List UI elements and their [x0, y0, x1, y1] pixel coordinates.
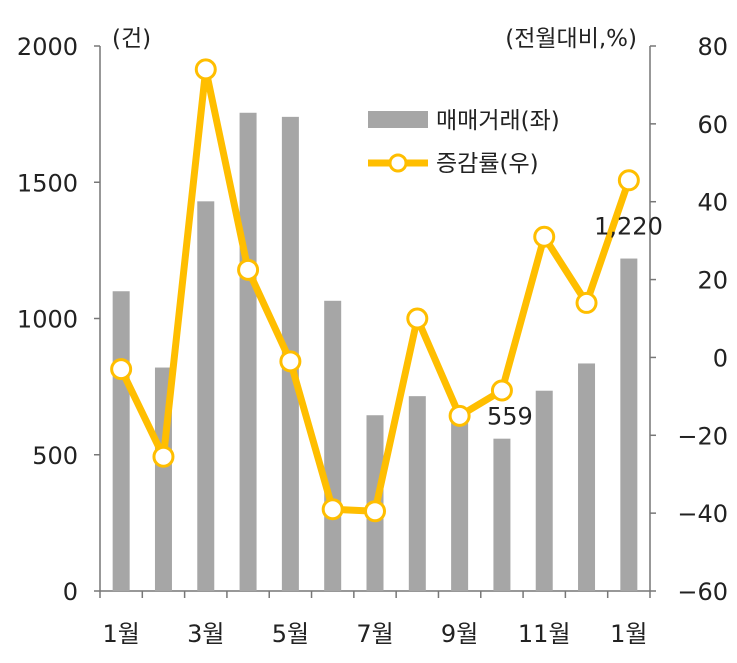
line-point [533, 225, 556, 248]
axes: 0 500 1000 1500 2000 −60 −40 −20 0 20 40 60 80 1월 3월 5월… [17, 26, 728, 648]
x-tick-label: 1월 [610, 620, 647, 648]
x-tick-label: 11월 [518, 620, 571, 648]
left-tick-label: 0 [63, 578, 78, 606]
bar [408, 396, 426, 591]
line-point [194, 58, 217, 81]
right-tick-label: 0 [713, 344, 728, 372]
x-tick-label: 7월 [356, 620, 393, 648]
bar-data-label: 1,220 [594, 213, 663, 241]
bar [324, 300, 342, 591]
legend-swatch-bar [368, 111, 428, 128]
left-tick-label: 2000 [17, 33, 78, 61]
right-axis-unit: (전월대비,%) [505, 26, 637, 52]
bar [451, 415, 469, 591]
line-point [152, 445, 175, 468]
bar [620, 258, 638, 591]
line-point [110, 358, 133, 381]
x-tick-label: 9월 [441, 620, 478, 648]
legend-label-bar: 매매거래(좌) [436, 108, 560, 134]
right-tick-label: −40 [677, 500, 728, 528]
bar [239, 112, 257, 591]
bar [112, 291, 130, 591]
right-tick-label: 60 [697, 111, 728, 139]
line-point [364, 500, 386, 523]
bar [197, 201, 215, 591]
right-tick-label: 80 [697, 33, 728, 61]
left-tick-label: 1500 [17, 169, 78, 197]
line-point [237, 258, 260, 281]
right-tick-label: 20 [697, 267, 728, 295]
line-point [279, 350, 302, 373]
line-point [406, 307, 429, 330]
line-point [321, 498, 344, 521]
bar [493, 438, 511, 591]
bar-data-label: 559 [487, 403, 533, 431]
left-axis-unit: (건) [112, 26, 151, 52]
line-series [110, 58, 640, 523]
line-point [448, 404, 471, 427]
right-tick-label: −60 [677, 578, 728, 606]
x-tick-label: 1월 [102, 620, 139, 648]
legend-swatch-marker [388, 153, 408, 173]
legend-label-line: 증감률(우) [436, 151, 539, 177]
bar [535, 390, 553, 591]
left-tick-label: 1000 [17, 306, 78, 334]
line-point [575, 291, 598, 314]
legend: 매매거래(좌) 증감률(우) [368, 108, 560, 177]
bar [578, 363, 596, 591]
x-tick-label: 3월 [187, 620, 224, 648]
x-tick-label: 5월 [272, 620, 309, 648]
line-point [490, 379, 513, 402]
line-point [617, 169, 640, 192]
right-tick-label: −20 [677, 422, 728, 450]
left-tick-label: 500 [32, 442, 78, 470]
data-labels: 559 1,220 [487, 213, 663, 431]
right-tick-label: 40 [697, 189, 728, 217]
